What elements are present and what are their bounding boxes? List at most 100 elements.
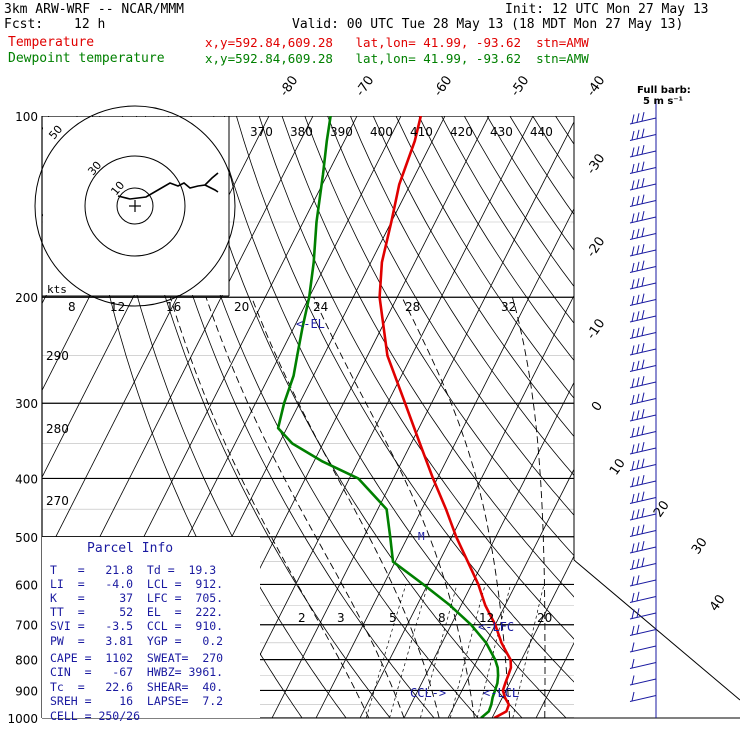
barb-flag	[641, 111, 645, 122]
barb-flag	[636, 393, 640, 403]
parcel-line: CIN = -67 HWBZ= 3961.	[50, 665, 223, 679]
barb-flag	[636, 195, 640, 205]
barb-shaft	[629, 381, 657, 389]
barb-shaft	[629, 447, 657, 455]
wind-barb	[629, 392, 657, 405]
barb-flag	[641, 491, 645, 501]
model-title: 3km ARW-WRF -- NCAR/MMM	[4, 2, 185, 17]
pressure-tick-label: 500	[15, 531, 38, 545]
barb-flag	[631, 130, 635, 141]
barb-flag	[641, 375, 645, 386]
wind-barb	[629, 557, 657, 570]
lcl-marker: <-LCL	[483, 686, 519, 700]
barb-flag	[631, 213, 635, 223]
barb-flag	[636, 162, 640, 172]
barb-shaft	[629, 530, 657, 537]
barb-flag	[631, 394, 635, 405]
barb-flag	[631, 477, 635, 487]
barb-shaft	[629, 497, 657, 504]
dry-adiabat-line	[509, 116, 574, 216]
dewpoint-curve	[276, 116, 500, 718]
barb-flag	[641, 557, 645, 567]
barb-flag	[641, 161, 645, 171]
barb-flag	[631, 279, 635, 289]
dry-adiabat-line	[327, 116, 574, 516]
theta-e-tick-label: 24	[313, 300, 328, 314]
barb-flag	[631, 163, 635, 174]
moist-adiabat-line	[169, 297, 370, 718]
barb-flag	[636, 360, 640, 370]
barb-flag	[636, 509, 640, 519]
parcel-line: SREH = 16 LAPSE= 7.2	[50, 694, 223, 708]
barb-flag	[636, 410, 640, 420]
isotherm-tick-label: -20	[584, 234, 608, 260]
barb-flag	[641, 309, 645, 320]
isotherm-tick-label: -10	[584, 316, 608, 342]
header: 3km ARW-WRF -- NCAR/MMM Init: 12 UTC Mon…	[0, 0, 740, 70]
barb-flag	[636, 113, 640, 123]
barb-flag	[631, 345, 635, 355]
barb-flag	[631, 675, 635, 685]
wind-barb	[629, 425, 657, 438]
dry-adiabat-line	[304, 116, 574, 557]
barb-shaft	[629, 431, 657, 438]
barb-flag	[631, 180, 635, 190]
isotherm-line	[359, 294, 574, 718]
isotherm-tick-label: 10	[607, 456, 629, 478]
isotherm-line	[271, 121, 574, 718]
barb-flag	[636, 261, 640, 271]
dry-adiabat-line	[258, 116, 574, 640]
isotherm-line	[403, 381, 574, 718]
barb-flag	[636, 542, 640, 552]
barb-flag	[636, 278, 640, 288]
isotherm-line	[0, 116, 5, 718]
wind-barb	[629, 575, 657, 587]
barb-flag	[636, 443, 640, 453]
barb-flag	[631, 378, 635, 388]
theta-tick-label: 410	[410, 125, 433, 139]
wind-barb	[629, 608, 657, 620]
wind-barb	[629, 293, 657, 306]
dewpoint-location: x,y=592.84,609.28 lat,lon= 41.99, -93.62…	[205, 51, 589, 66]
barb-flag	[641, 276, 645, 287]
barb-shaft	[629, 249, 657, 257]
isotherm-tick-label: -40	[584, 73, 608, 99]
mixing-ratio-tick-label: 3	[337, 611, 345, 625]
barb-flag	[631, 114, 635, 124]
wind-barb	[629, 210, 657, 224]
isotherm-line	[447, 468, 574, 718]
wind-barb	[629, 591, 657, 603]
barb-flag	[636, 245, 640, 255]
barb-shaft	[629, 596, 657, 603]
theta-tick-label: 400	[370, 125, 393, 139]
m-marker: M	[418, 530, 425, 543]
mixing-ratio-tick-label: 5	[389, 611, 397, 625]
barb-flag	[641, 524, 645, 534]
theta-e-tick-label: 32	[501, 300, 516, 314]
theta-tick-label: 440	[530, 125, 553, 139]
barb-shaft	[629, 332, 657, 339]
theta-e-tick-label: 28	[405, 300, 420, 314]
barb-flag	[631, 642, 635, 652]
barb-flag	[636, 558, 640, 568]
pressure-tick-label: 600	[15, 578, 38, 592]
barb-flag	[641, 326, 645, 336]
barb-flag	[631, 312, 635, 322]
isotherm-line	[315, 207, 574, 718]
barb-flag	[641, 243, 645, 254]
ccl-marker: CCL->	[410, 686, 446, 700]
barb-flag	[641, 425, 645, 435]
barb-flag	[636, 525, 640, 535]
pressure-tick-label: 800	[15, 654, 38, 668]
barb-shaft	[629, 216, 657, 224]
barb-flag	[631, 576, 635, 586]
barb-shaft	[629, 233, 657, 240]
parcel-line: PW = 3.81 YGP = 0.2	[50, 634, 223, 648]
dry-adiabat-line	[144, 116, 435, 718]
temperature-legend: Temperature	[8, 35, 95, 50]
hodograph-trace	[204, 184, 219, 193]
barb-shaft	[629, 315, 657, 323]
theta-e-tick-label: 8	[68, 300, 76, 314]
barb-flag	[631, 493, 635, 504]
